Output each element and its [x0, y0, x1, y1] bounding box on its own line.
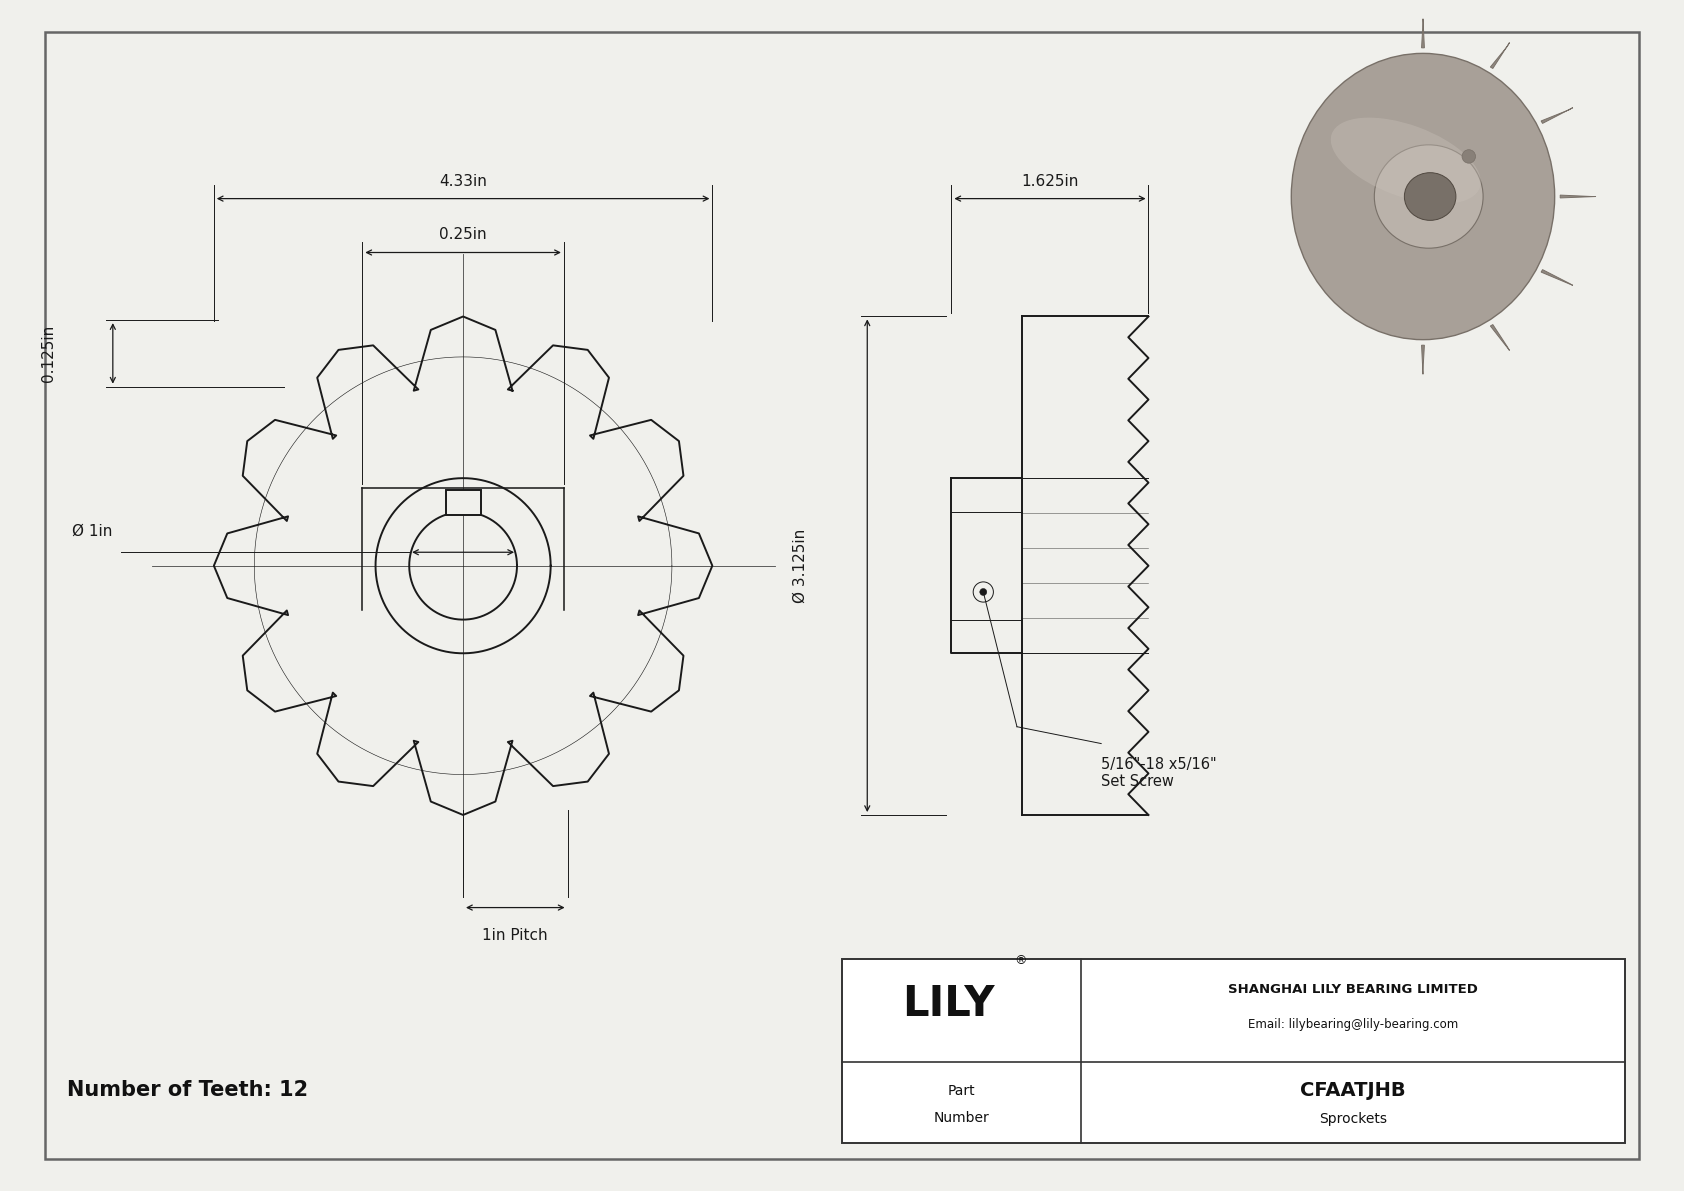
Polygon shape: [1421, 345, 1425, 374]
Polygon shape: [1541, 269, 1573, 286]
Ellipse shape: [1330, 118, 1480, 204]
Text: Part: Part: [948, 1084, 975, 1098]
Text: 1.625in: 1.625in: [1021, 174, 1079, 188]
Text: 0.125in: 0.125in: [42, 325, 56, 382]
Text: SHANGHAI LILY BEARING LIMITED: SHANGHAI LILY BEARING LIMITED: [1228, 983, 1479, 996]
Polygon shape: [1559, 195, 1596, 198]
Ellipse shape: [1374, 145, 1484, 248]
Text: Sprockets: Sprockets: [1319, 1112, 1388, 1127]
Polygon shape: [1541, 107, 1573, 124]
Text: Email: lilybearing@lily-bearing.com: Email: lilybearing@lily-bearing.com: [1248, 1018, 1458, 1031]
Bar: [842, 959, 1625, 1143]
Text: 4.33in: 4.33in: [440, 174, 487, 188]
Text: Ø 1in: Ø 1in: [72, 524, 113, 538]
Bar: [446, 491, 480, 515]
Ellipse shape: [1292, 54, 1554, 339]
Text: 5/16"-18 x5/16"
Set Screw: 5/16"-18 x5/16" Set Screw: [1101, 757, 1218, 790]
Text: Number of Teeth: 12: Number of Teeth: 12: [67, 1080, 308, 1099]
Text: 1in Pitch: 1in Pitch: [483, 928, 547, 943]
Text: LILY: LILY: [901, 984, 994, 1025]
Text: CFAATJHB: CFAATJHB: [1300, 1081, 1406, 1100]
Text: 0.25in: 0.25in: [440, 227, 487, 243]
Polygon shape: [1421, 19, 1425, 48]
Circle shape: [980, 588, 987, 596]
Circle shape: [1462, 150, 1475, 163]
Text: Number: Number: [933, 1111, 989, 1125]
Ellipse shape: [1404, 173, 1457, 220]
Polygon shape: [1490, 43, 1509, 68]
Text: Ø 3.125in: Ø 3.125in: [793, 529, 807, 603]
Polygon shape: [1490, 325, 1509, 350]
Text: ®: ®: [1014, 954, 1027, 967]
